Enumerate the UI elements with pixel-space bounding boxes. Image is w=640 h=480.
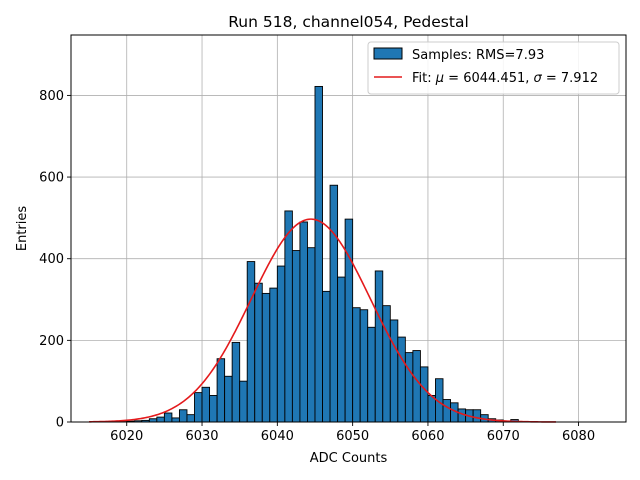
legend-fit-mu-symbol: μ	[435, 71, 444, 86]
histogram-bar	[442, 399, 451, 423]
histogram-bar	[389, 319, 399, 423]
x-tick-label: 6080	[562, 429, 595, 444]
histogram-bar	[261, 292, 271, 423]
histogram-bar	[412, 350, 421, 423]
histogram-bar	[344, 218, 354, 423]
x-tick-label: 6050	[336, 429, 369, 444]
histogram-bar	[427, 395, 436, 423]
x-tick-label: 6070	[487, 429, 520, 444]
fit-curve	[89, 218, 556, 423]
histogram-bars	[118, 85, 527, 423]
legend-fit-prefix: Fit:	[412, 71, 436, 86]
y-tick-label: 400	[39, 252, 64, 267]
x-tick-label: 6060	[411, 429, 444, 444]
histogram-bar	[284, 210, 293, 423]
chart-title: Run 518, channel054, Pedestal	[228, 13, 469, 31]
fit-curve-layer	[89, 218, 556, 423]
histogram-bar	[201, 386, 211, 423]
histogram-bar	[163, 412, 173, 423]
histogram-bar	[359, 309, 369, 423]
y-tick-label: 200	[39, 334, 64, 349]
histogram-bar	[329, 184, 339, 423]
x-axis-label: ADC Counts	[310, 451, 388, 466]
histogram-bar	[269, 287, 278, 423]
histogram-bar	[314, 85, 323, 423]
histogram-bar	[216, 358, 226, 423]
y-tick-label: 800	[39, 89, 64, 104]
histogram-bar	[352, 307, 361, 423]
x-tick-label: 6040	[261, 429, 294, 444]
x-tick-label: 6030	[185, 429, 218, 444]
histogram-bar	[382, 305, 391, 423]
histogram-bar	[367, 326, 376, 423]
legend-box	[367, 41, 620, 95]
legend-fit-sigma-symbol: σ	[534, 71, 543, 86]
y-tick-label: 600	[39, 171, 64, 186]
histogram-bar	[171, 417, 180, 423]
y-axis-label: Entries	[15, 206, 30, 252]
histogram-bar	[291, 250, 301, 423]
histogram-bar	[419, 366, 429, 423]
histogram-bar	[224, 375, 233, 423]
x-axis-ticks: 6020 6030 6040 6050 6060 6070 6080	[110, 422, 595, 444]
legend-fit-label: Fit: μ = 6044.451, σ = 7.912	[412, 71, 598, 86]
histogram-bar	[246, 261, 256, 423]
histogram-bar	[254, 282, 263, 423]
histogram-bar	[156, 416, 165, 423]
legend: Samples: RMS=7.93 Fit: μ = 6044.451, σ =…	[367, 41, 620, 95]
histogram-bar	[299, 221, 308, 423]
histogram-bar	[472, 409, 482, 423]
legend-fit-sigma-value: = 7.912	[542, 71, 598, 86]
histogram-bar	[322, 290, 331, 423]
histogram-bar	[337, 276, 346, 423]
y-tick-label: 0	[56, 416, 64, 431]
histogram-bar	[209, 395, 218, 423]
histogram-bar	[186, 414, 195, 423]
histogram-bar	[194, 392, 203, 423]
histogram-bar	[231, 341, 241, 423]
histogram-bar	[178, 409, 188, 423]
histogram-bar	[374, 270, 384, 423]
x-tick-label: 6020	[110, 429, 143, 444]
plot-frame	[70, 34, 627, 423]
y-axis-ticks: 0 200 400 600 800	[39, 89, 71, 431]
histogram-bar	[404, 352, 414, 423]
legend-histogram-swatch	[373, 47, 403, 60]
histogram-bar	[239, 380, 248, 423]
histogram-bar	[397, 336, 406, 423]
histogram-bar	[276, 265, 286, 423]
histogram-bar	[307, 247, 316, 423]
legend-histogram-label: Samples: RMS=7.93	[412, 48, 544, 63]
legend-fit-mu-value: = 6044.451,	[444, 71, 533, 86]
